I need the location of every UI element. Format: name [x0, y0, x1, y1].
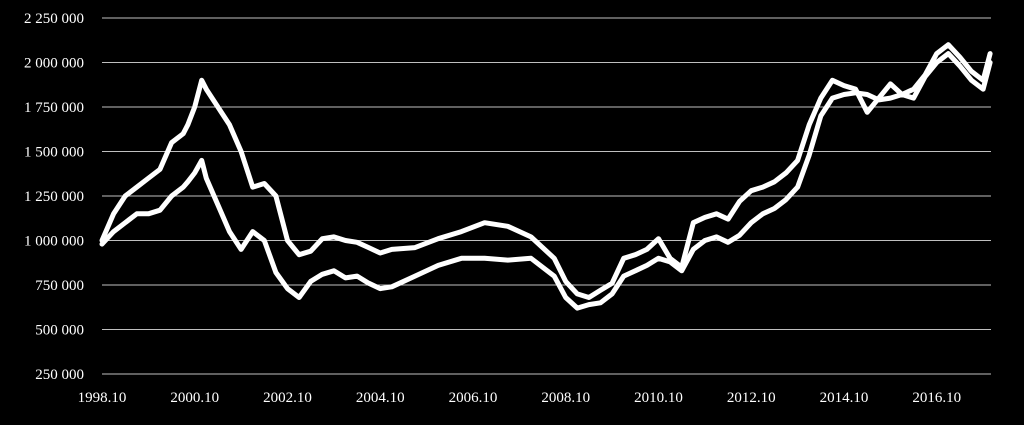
y-tick-label-6: 750 000	[35, 278, 84, 294]
x-tick-label-3: 2004.10	[356, 390, 405, 406]
y-tick-label-8: 250 000	[35, 367, 84, 383]
y-tick-label-5: 1 000 000	[24, 234, 84, 250]
x-axis-ticks: 1998.10 2000.10 2002.10 2004.10 2006.10 2008.…	[78, 390, 961, 406]
x-tick-label-0: 1998.10	[78, 390, 127, 406]
series-line-0	[99, 42, 993, 300]
y-axis-ticks: 2 250 000 2 000 000 1 750 000 1 500 000 1 25…	[24, 11, 84, 383]
grid-lines	[102, 17, 991, 375]
x-tick-label-6: 2010.10	[634, 390, 683, 406]
x-tick-label-5: 2008.10	[541, 390, 590, 406]
x-tick-label-4: 2006.10	[449, 390, 498, 406]
series-line-1	[99, 51, 993, 311]
y-tick-label-7: 500 000	[35, 323, 84, 339]
x-tick-label-2: 2002.10	[263, 390, 312, 406]
x-tick-label-7: 2012.10	[727, 390, 776, 406]
y-tick-label-1: 2 000 000	[24, 56, 84, 72]
x-tick-label-9: 2016.10	[912, 390, 961, 406]
series-lines	[99, 42, 993, 311]
x-tick-label-1: 2000.10	[170, 390, 219, 406]
y-tick-label-2: 1 750 000	[24, 100, 84, 116]
y-tick-label-3: 1 500 000	[24, 145, 84, 161]
x-tick-label-8: 2014.10	[820, 390, 869, 406]
y-tick-label-0: 2 250 000	[24, 11, 84, 27]
y-tick-label-4: 1 250 000	[24, 189, 84, 205]
